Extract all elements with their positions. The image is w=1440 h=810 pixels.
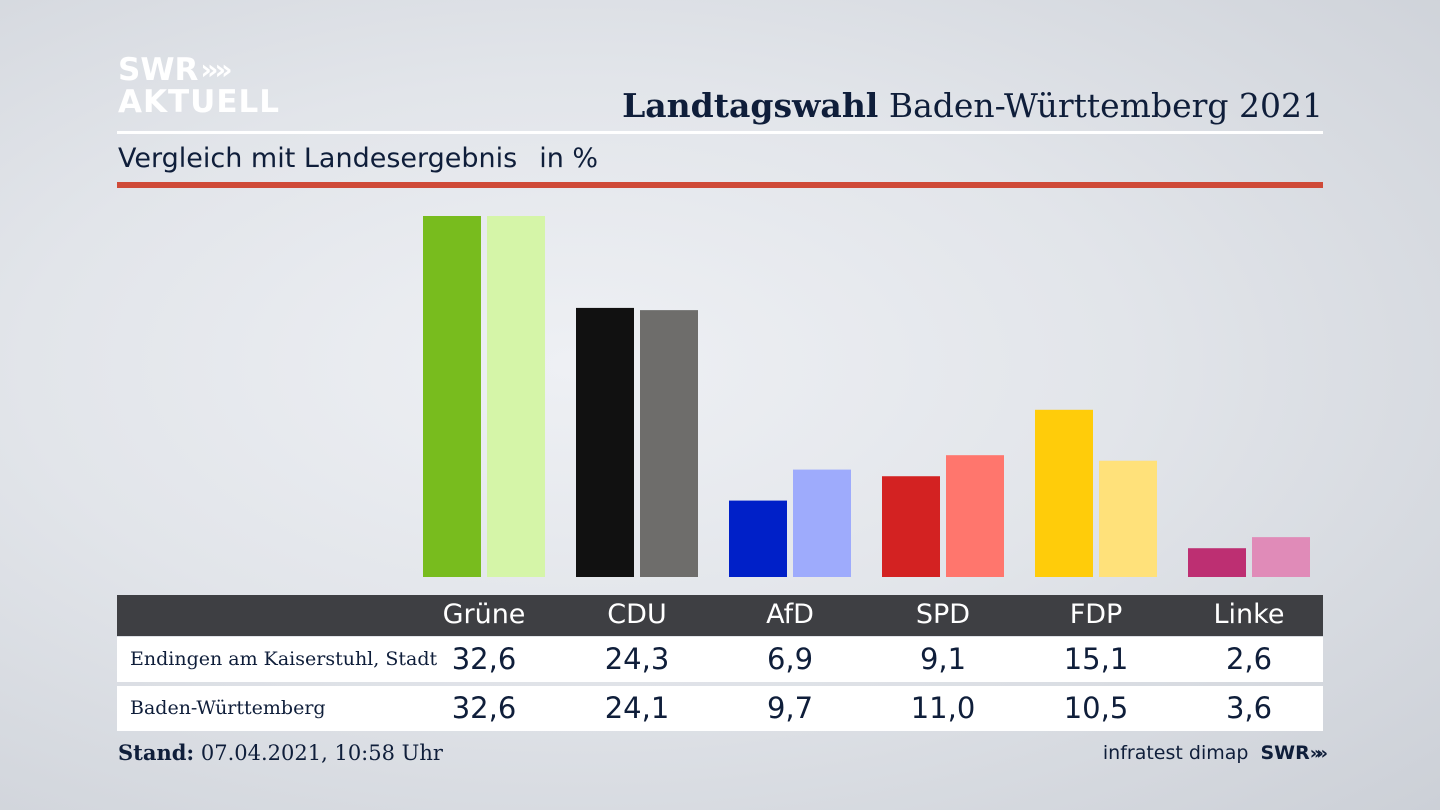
title-divider: [117, 131, 1323, 134]
bar-grne-state: [487, 216, 545, 577]
value-grne-state: 32,6: [451, 691, 517, 725]
party-label-afd: AfD: [766, 599, 814, 630]
bar-afd-state: [793, 469, 851, 577]
bar-grne-local: [423, 216, 481, 577]
value-afd-state: 9,7: [766, 691, 814, 725]
bar-spd-local: [882, 476, 940, 577]
bar-cdu-state: [640, 310, 698, 577]
value-spd-local: 9,1: [919, 642, 967, 676]
title-rest: Baden-Württemberg 2021: [888, 86, 1323, 125]
value-cdu-state: 24,1: [604, 691, 670, 725]
value-linke-local: 2,6: [1225, 642, 1273, 676]
bar-linke-state: [1252, 537, 1310, 577]
subtitle-unit: in %: [539, 143, 599, 174]
source-credit: infratest dimap SWR»»: [1102, 742, 1328, 764]
accent-divider: [117, 182, 1323, 188]
value-afd-local: 6,9: [766, 642, 814, 676]
bar-spd-state: [946, 455, 1004, 577]
stand-label: Stand:: [118, 740, 195, 765]
bar-cdu-local: [576, 307, 634, 577]
value-spd-state: 11,0: [910, 691, 976, 725]
stand-value: 07.04.2021, 10:58 Uhr: [200, 741, 443, 765]
row-label-local: Endingen am Kaiserstuhl, Stadt: [130, 648, 438, 670]
party-label-linke: Linke: [1213, 599, 1285, 630]
source-chevron-icon-2: »: [1316, 742, 1327, 764]
row-label-state: Baden-Württemberg: [130, 697, 326, 719]
chart-subtitle: Vergleich mit Landesergebnis in %: [118, 143, 598, 174]
party-label-grne: Grüne: [442, 599, 526, 630]
party-label-spd: SPD: [915, 599, 971, 630]
source-swr-logo: SWR: [1260, 742, 1310, 764]
logo-swr-text: SWR: [118, 52, 199, 88]
source-chevron-icon: »: [1309, 742, 1321, 764]
value-grne-local: 32,6: [451, 642, 517, 676]
swr-aktuell-logo: SWR»» AKTUELL: [118, 52, 281, 120]
timestamp: Stand: 07.04.2021, 10:58 Uhr: [118, 740, 443, 765]
bar-fdp-state: [1099, 460, 1157, 577]
bar-linke-local: [1188, 548, 1246, 577]
value-linke-state: 3,6: [1225, 691, 1273, 725]
value-fdp-local: 15,1: [1063, 642, 1129, 676]
value-fdp-state: 10,5: [1063, 691, 1129, 725]
bar-fdp-local: [1035, 409, 1093, 577]
table-row-state: Baden-Württemberg: [117, 686, 1323, 731]
value-cdu-local: 24,3: [604, 642, 670, 676]
subtitle-text: Vergleich mit Landesergebnis: [118, 143, 518, 174]
page-title: Landtagswahl Baden-Württemberg 2021: [622, 86, 1323, 125]
source-text: infratest dimap: [1102, 742, 1249, 764]
table-row-local: Endingen am Kaiserstuhl, Stadt: [117, 637, 1323, 682]
party-header-band: [117, 595, 1323, 636]
party-label-cdu: CDU: [607, 599, 667, 630]
title-bold: Landtagswahl: [622, 86, 879, 125]
party-label-fdp: FDP: [1069, 599, 1123, 630]
bar-afd-local: [729, 500, 787, 577]
logo-aktuell-text: AKTUELL: [118, 84, 281, 120]
